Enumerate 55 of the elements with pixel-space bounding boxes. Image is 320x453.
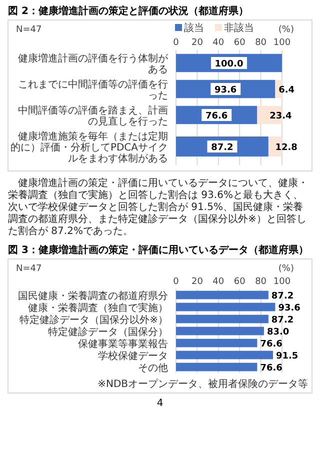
y-tick-label: 健康増進計画の評価を行う体制がある xyxy=(18,52,169,76)
y-tick-label: 健康増進施策を毎年（または定期的に）評価・分析してPDCAサイクルをまわす体制がある xyxy=(10,130,168,164)
x-tick-label: 40 xyxy=(212,38,224,48)
y-tick-label: 中間評価等の評価を踏まえ、計画の見直しを行った xyxy=(18,104,168,128)
bar xyxy=(176,338,258,348)
bar xyxy=(176,314,268,324)
y-tick-label: 特定健診データ（国保分以外※） xyxy=(20,314,168,326)
data-label: 100.0 xyxy=(214,60,244,70)
chart-title: 図 3：健康増進計画の策定・評価に用いているデータ（都道府県） xyxy=(8,244,308,256)
x-tick-label: 40 xyxy=(212,277,224,287)
x-tick-label: 0 xyxy=(173,277,180,287)
bar xyxy=(176,302,276,312)
bar xyxy=(176,362,258,372)
data-label: 23.4 xyxy=(270,112,292,122)
y-tick-label: その他 xyxy=(138,362,168,374)
y-tick-label: 特定健診データ（国保分） xyxy=(48,326,168,338)
data-label: 93.6 xyxy=(278,304,300,314)
x-axis-title: (%) xyxy=(278,264,294,274)
data-label: 76.6 xyxy=(205,112,228,122)
chart-title: 図 2：健康増進計画の策定と評価の状況（都道府県） xyxy=(8,5,248,17)
data-label: 93.6 xyxy=(214,86,237,96)
y-tick-label: これまでに中間評価等の評価を行った xyxy=(18,78,168,102)
x-tick-label: 80 xyxy=(255,277,267,287)
text: 4 xyxy=(156,398,164,409)
x-tick-label: 80 xyxy=(255,38,267,48)
data-label: 76.6 xyxy=(260,364,282,374)
text: N=47 xyxy=(16,25,42,35)
x-tick-label: 20 xyxy=(191,38,204,48)
x-tick-label: 100 xyxy=(273,38,291,48)
y-tick-label: 健康・栄養調査（独自で実施） xyxy=(28,302,168,314)
y-tick-label: 保健事業等事業報告 xyxy=(78,338,168,350)
x-tick-label: 20 xyxy=(191,277,204,287)
legend-label: 該当 xyxy=(184,22,204,34)
text: 健康増進計画の策定・評価に用いているデータについて、健康・栄養調査（独自で実施）と回答した割合は 93.6%と最も大きく、次いで学校保健データと回答した割合が 91.5%、国民健康・栄養調査の都道府県分、また特定健診データ（国保分以外※）と回答した割合が 87.2%であった。 xyxy=(8,177,308,237)
data-label: 76.6 xyxy=(260,340,282,350)
x-tick-label: 0 xyxy=(173,38,180,48)
data-label: 6.4 xyxy=(278,86,295,96)
data-label: 87.2 xyxy=(271,316,294,326)
data-label: 83.0 xyxy=(266,328,290,338)
y-tick-label: 国民健康・栄養調査の都道府県分 xyxy=(18,290,168,302)
legend-label: 非該当 xyxy=(224,22,254,34)
text: N=47 xyxy=(16,264,42,274)
y-tick-label: 学校保健データ xyxy=(98,350,168,362)
bar xyxy=(176,290,268,300)
x-tick-label: 60 xyxy=(234,277,246,287)
data-label: 91.5 xyxy=(276,352,298,362)
data-label: 12.8 xyxy=(275,143,298,153)
x-axis-title: (%) xyxy=(278,25,294,35)
text: ※NDBオープンデータ、被用者保険のデータ等 xyxy=(98,378,308,390)
bar xyxy=(176,350,273,360)
data-label: 87.2 xyxy=(271,292,294,302)
x-tick-label: 60 xyxy=(234,38,246,48)
bar xyxy=(176,326,264,336)
data-label: 87.2 xyxy=(211,143,234,153)
x-tick-label: 100 xyxy=(273,277,291,287)
